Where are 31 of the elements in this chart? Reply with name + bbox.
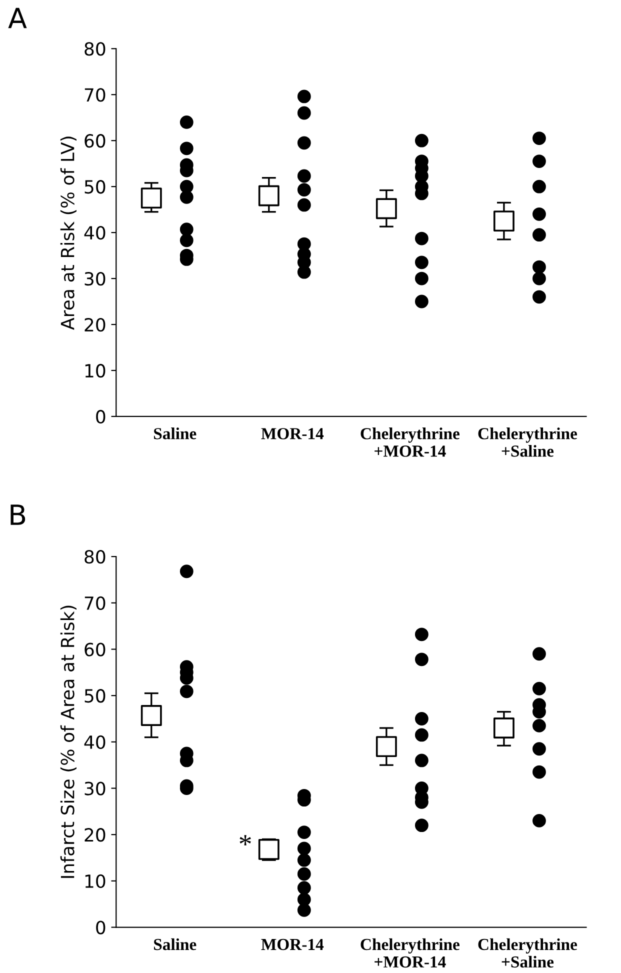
x-tick-label: Chelerythrine +MOR-14 — [360, 938, 460, 968]
annotation: * — [240, 835, 251, 846]
x-tick-label: MOR-14 — [261, 938, 324, 950]
y-tick-label: 80 — [84, 42, 106, 56]
chart-title: B — [10, 504, 26, 525]
y-tick-label: 60 — [84, 134, 106, 148]
y-tick-label: 70 — [84, 88, 106, 102]
x-tick-label: Saline — [154, 938, 196, 950]
y-axis-title: Infarct Size (% of Area at Risk) — [60, 606, 76, 878]
y-tick-label: 80 — [84, 550, 106, 564]
y-tick-label: 40 — [84, 735, 106, 750]
y-tick-label: 60 — [84, 642, 106, 656]
y-tick-label: 10 — [85, 364, 106, 378]
y-tick-label: 20 — [84, 828, 106, 842]
y-axis-title: Area at Risk (% of LV) — [60, 136, 76, 330]
y-tick-label: 30 — [84, 782, 106, 796]
y-tick-label: 20 — [84, 318, 106, 332]
y-tick-label: 50 — [84, 180, 106, 194]
x-tick-label: Chelerythrine +MOR-14 — [360, 428, 460, 457]
y-tick-label: 10 — [85, 874, 106, 888]
x-tick-label: Chelerythrine +Saline — [478, 428, 578, 457]
y-tick-label: 40 — [84, 226, 106, 240]
chart-title: A — [8, 8, 27, 28]
y-tick-label: 50 — [84, 689, 106, 703]
y-tick-label: 0 — [96, 410, 106, 424]
x-tick-label: MOR-14 — [261, 428, 324, 440]
y-tick-label: 0 — [96, 920, 106, 934]
x-tick-label: Chelerythrine +Saline — [478, 938, 578, 968]
y-tick-label: 70 — [84, 596, 106, 610]
y-tick-label: 30 — [84, 272, 106, 286]
x-tick-label: Saline — [154, 428, 196, 440]
